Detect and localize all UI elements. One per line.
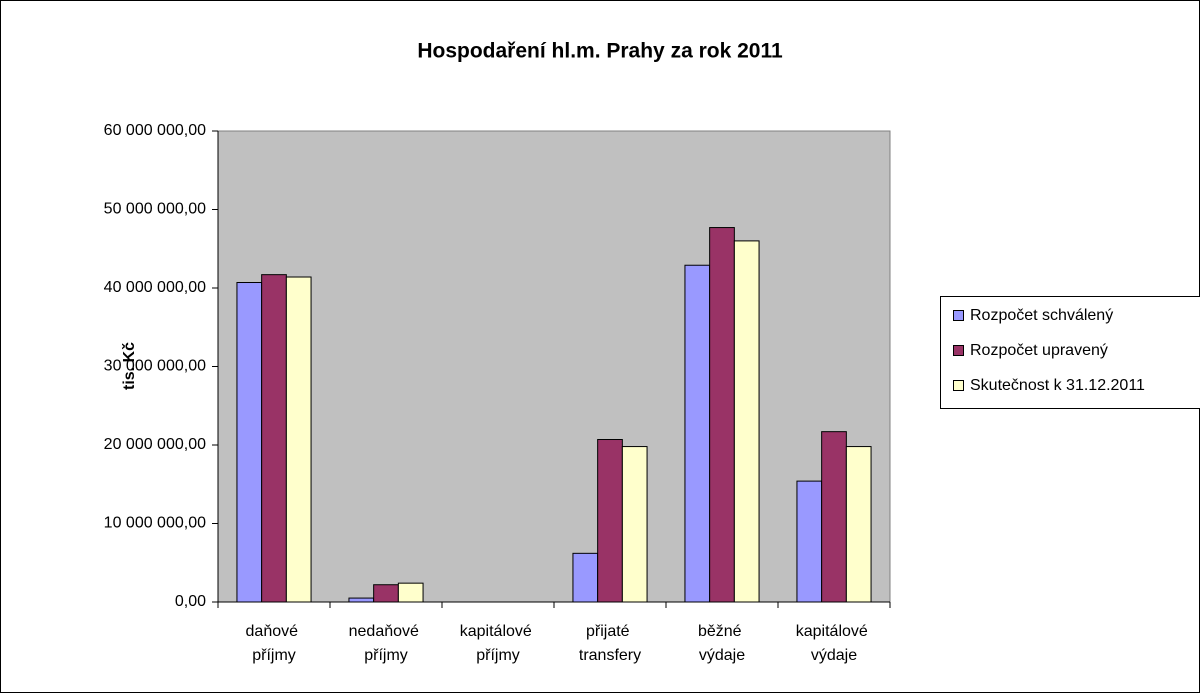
bar [348, 597, 375, 603]
bar [845, 446, 872, 603]
bar [572, 552, 599, 603]
x-tick-label: běžné výdaje [698, 623, 746, 664]
y-tick-label: 20 000 000,00 [104, 436, 206, 453]
bar [821, 431, 847, 603]
bar [236, 282, 263, 603]
legend-label: Rozpočet upravený [970, 342, 1108, 359]
legend-label: Rozpočet schválený [970, 307, 1113, 324]
bar [373, 584, 399, 603]
x-tick-label: přijaté transfery [579, 623, 641, 664]
bar [285, 276, 312, 603]
legend-swatch [953, 345, 964, 356]
x-tick-label: nedaňové příjmy [349, 623, 424, 664]
bar [709, 227, 735, 603]
y-tick-label: 60 000 000,00 [104, 122, 206, 139]
x-tick-label: daňové příjmy [246, 623, 303, 664]
y-tick-label: 40 000 000,00 [104, 279, 206, 296]
bar [733, 240, 760, 603]
y-tick-label: 0,00 [175, 593, 206, 610]
bar [261, 274, 287, 603]
bar [621, 446, 648, 603]
legend-label: Skutečnost k 31.12.2011 [970, 377, 1145, 394]
legend-box [940, 296, 1200, 409]
chart-title: Hospodaření hl.m. Prahy za rok 2011 [417, 40, 783, 63]
plot-area [217, 130, 891, 603]
y-tick-label: 30 000 000,00 [104, 358, 206, 375]
legend-swatch [953, 310, 964, 321]
bar [397, 582, 424, 603]
y-tick-label: 50 000 000,00 [104, 201, 206, 218]
legend-swatch [953, 380, 964, 391]
bar [597, 439, 623, 603]
x-tick-label: kapitálové příjmy [460, 623, 537, 664]
x-tick-label: kapitálové výdaje [796, 623, 873, 664]
bar [684, 264, 711, 603]
y-axis-label: tis. Kč [121, 342, 138, 390]
bar [796, 480, 823, 603]
y-tick-label: 10 000 000,00 [104, 515, 206, 532]
